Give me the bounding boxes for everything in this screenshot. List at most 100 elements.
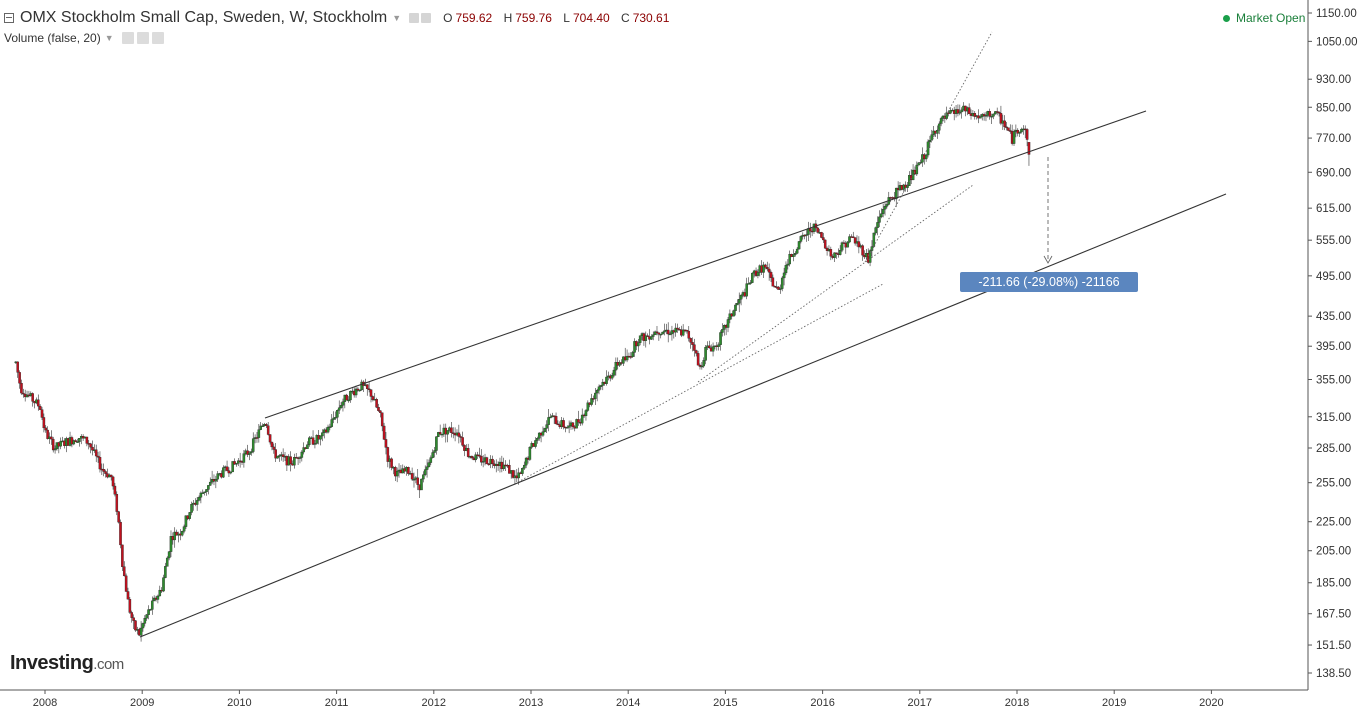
candle-down	[694, 350, 698, 354]
y-tick-label: 167.50	[1316, 609, 1351, 621]
candle-up	[237, 460, 240, 464]
candle-down	[44, 427, 48, 431]
candle-down	[511, 470, 515, 478]
eye-icon[interactable]	[409, 13, 420, 23]
eye-icon[interactable]	[121, 32, 134, 44]
candle-up	[728, 313, 732, 320]
candle-up	[184, 515, 188, 527]
candle-up	[76, 441, 79, 443]
candle-up	[259, 425, 262, 430]
candle-up	[846, 241, 849, 248]
settings-icon[interactable]	[421, 13, 432, 23]
candle-up	[928, 140, 932, 143]
fan-line-1	[517, 283, 884, 483]
candle-down	[356, 388, 360, 391]
candle-up	[610, 375, 614, 379]
candle-down	[861, 245, 864, 256]
candle-down	[853, 237, 857, 244]
candle-up	[719, 332, 722, 345]
candle-down	[390, 458, 393, 468]
candle-down	[666, 329, 670, 335]
lower-channel-line	[139, 193, 1227, 638]
candle-down	[289, 456, 292, 465]
close-icon[interactable]	[151, 32, 164, 44]
candle-up	[949, 110, 952, 114]
candle-down	[42, 417, 46, 429]
candle-up	[229, 471, 233, 474]
fan-line-2	[697, 184, 974, 383]
candle-down	[693, 344, 696, 351]
candle-down	[851, 236, 855, 238]
candle-up	[797, 241, 801, 250]
candle-up	[878, 216, 881, 223]
candle-up	[633, 341, 636, 353]
candle-up	[739, 294, 743, 300]
candle-down	[997, 112, 1001, 114]
candle-down	[689, 338, 692, 343]
candle-down	[698, 365, 702, 367]
candle-down	[265, 424, 268, 426]
x-tick-label: 2018	[1005, 697, 1029, 709]
candle-up	[308, 437, 311, 445]
candle-down	[480, 456, 483, 463]
candle-up	[528, 446, 532, 460]
chevron-down-icon[interactable]: ▼	[392, 13, 402, 23]
candle-down	[128, 599, 132, 613]
candle-up	[205, 489, 208, 493]
x-tick-label: 2017	[908, 697, 932, 709]
candle-down	[577, 419, 580, 423]
candle-down	[956, 109, 960, 114]
y-tick-label: 225.00	[1316, 517, 1351, 529]
ohlc-close-value: 730.61	[632, 11, 670, 25]
candle-down	[478, 454, 481, 457]
measure-arrow-icon	[1043, 255, 1053, 264]
candle-up	[341, 401, 345, 406]
y-tick-label: 1050.00	[1316, 36, 1358, 48]
candle-down	[272, 446, 276, 450]
symbol-title[interactable]: OMX Stockholm Small Cap, Sweden, W, Stoc…	[20, 9, 388, 26]
candle-up	[78, 438, 81, 442]
y-tick-label: 555.00	[1316, 235, 1351, 247]
candle-up	[306, 444, 309, 449]
candle-up	[721, 329, 724, 333]
candle-up	[431, 452, 434, 458]
candle-up	[440, 433, 444, 436]
candle-down	[816, 227, 820, 233]
candle-down	[102, 469, 105, 472]
ohlc-high-value: 759.76	[515, 11, 552, 25]
chevron-down-icon[interactable]: ▼	[104, 33, 114, 43]
x-tick-label: 2012	[422, 697, 446, 709]
candle-up	[717, 344, 720, 347]
candle-up	[337, 407, 341, 411]
x-tick-label: 2014	[616, 697, 640, 709]
candle-down	[104, 471, 107, 474]
candle-down	[40, 409, 44, 418]
candle-down	[270, 441, 274, 448]
candle-up	[638, 335, 642, 343]
candle-up	[422, 474, 425, 480]
candle-down	[51, 438, 55, 451]
candle-up	[188, 512, 191, 519]
y-tick-label: 285.00	[1316, 443, 1351, 455]
candle-up	[700, 365, 704, 368]
candle-down	[117, 511, 120, 523]
candle-down	[765, 267, 769, 270]
candle-up	[590, 398, 593, 405]
candle-down	[685, 329, 689, 332]
candle-up	[702, 360, 705, 367]
candle-up	[156, 595, 160, 600]
candle-down	[470, 456, 474, 459]
candle-up	[319, 435, 322, 440]
candle-up	[53, 448, 57, 451]
y-tick-label: 255.00	[1316, 478, 1351, 490]
candle-up	[756, 272, 760, 276]
volume-label[interactable]: Volume (false, 20)	[4, 31, 101, 45]
drawing-layer[interactable]	[139, 31, 1227, 638]
candle-up	[885, 204, 889, 207]
candle-down	[407, 467, 410, 474]
settings-icon[interactable]	[136, 32, 149, 44]
collapse-icon[interactable]	[4, 13, 14, 23]
candle-up	[541, 431, 545, 436]
